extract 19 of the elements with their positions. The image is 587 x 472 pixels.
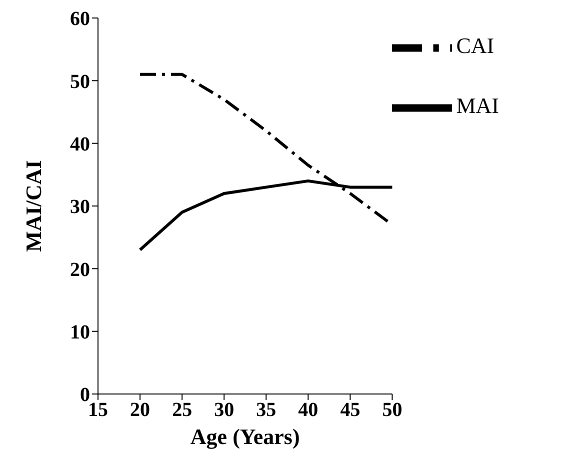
x-tick-label: 40 <box>298 399 318 422</box>
x-tick-label: 25 <box>172 399 192 422</box>
y-tick-label: 0 <box>80 384 90 406</box>
x-tick-label: 35 <box>256 399 276 422</box>
x-tick-label: 20 <box>130 399 150 422</box>
y-tick-label: 20 <box>70 258 90 281</box>
x-tick-label: 45 <box>340 399 360 422</box>
y-axis-title: MAI/CAI <box>20 160 46 252</box>
y-tick-label: 50 <box>70 70 90 93</box>
x-axis-title: Age (Years) <box>190 424 300 449</box>
y-tick-label: 30 <box>70 196 90 218</box>
y-tick-label: 60 <box>70 8 90 30</box>
x-tick-label: 15 <box>88 399 108 422</box>
legend-label: MAI <box>456 93 499 118</box>
y-tick-label: 10 <box>70 321 90 344</box>
y-tick-label: 40 <box>70 133 90 156</box>
legend-label: CAI <box>456 33 494 58</box>
x-tick-label: 50 <box>382 399 402 422</box>
x-tick-label: 30 <box>214 399 234 422</box>
